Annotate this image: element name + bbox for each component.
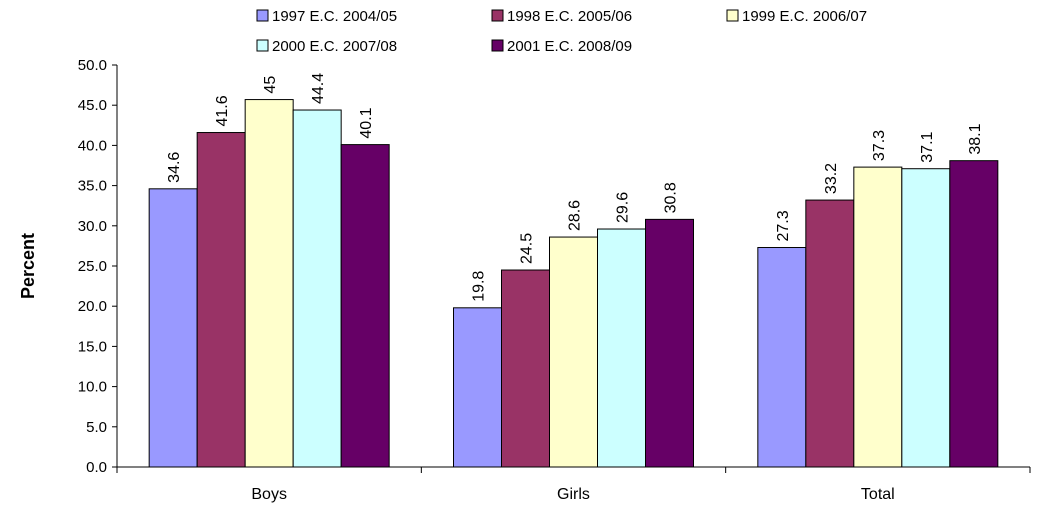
y-tick-label: 40.0 bbox=[78, 137, 107, 154]
y-tick-label: 25.0 bbox=[78, 258, 107, 275]
y-tick-label: 5.0 bbox=[86, 419, 107, 436]
bar bbox=[853, 166, 903, 468]
y-tick-label: 30.0 bbox=[78, 218, 107, 235]
y-tick-label: 50.0 bbox=[78, 57, 107, 74]
legend: 1997 E.C. 2004/05 1998 E.C. 2005/06 1999 E… bbox=[256, 8, 867, 55]
bar bbox=[453, 307, 502, 468]
legend-label: 1998 E.C. 2005/06 bbox=[507, 8, 632, 25]
bar-value-label: 34.6 bbox=[166, 152, 183, 183]
bar-value-label: 27.3 bbox=[775, 210, 792, 241]
bar bbox=[949, 160, 999, 468]
legend-label: 2001 E.C. 2008/09 bbox=[507, 38, 632, 55]
bar bbox=[757, 247, 807, 468]
bar bbox=[597, 228, 646, 468]
bar-value-label: 19.8 bbox=[471, 271, 488, 302]
legend-label: 1997 E.C. 2004/05 bbox=[272, 8, 397, 25]
bar-value-label: 44.4 bbox=[310, 73, 327, 104]
bar bbox=[901, 168, 951, 468]
legend-label: 1999 E.C. 2006/07 bbox=[742, 8, 867, 25]
bar-value-label: 38.1 bbox=[967, 123, 984, 154]
y-tick-label: 10.0 bbox=[78, 379, 107, 396]
x-tick-label: Total bbox=[861, 486, 895, 503]
y-tick-label: 35.0 bbox=[78, 178, 107, 195]
bar bbox=[805, 199, 855, 468]
x-tick-label: Boys bbox=[251, 486, 287, 503]
bar bbox=[292, 109, 342, 468]
bar bbox=[501, 269, 550, 468]
y-tick-label: 0.0 bbox=[86, 459, 107, 476]
y-axis-title: Percent bbox=[18, 233, 38, 299]
legend-swatch bbox=[256, 9, 269, 22]
y-tick-label: 20.0 bbox=[78, 298, 107, 315]
legend-label: 2000 E.C. 2007/08 bbox=[272, 38, 397, 55]
bar-value-label: 41.6 bbox=[214, 95, 231, 126]
y-tick-label: 45.0 bbox=[78, 97, 107, 114]
bar-value-label: 37.1 bbox=[919, 131, 936, 162]
bar-value-label: 40.1 bbox=[358, 107, 375, 138]
legend-swatch bbox=[491, 39, 504, 52]
bar-value-label: 24.5 bbox=[519, 233, 536, 264]
bar-value-label: 33.2 bbox=[823, 163, 840, 194]
bar bbox=[340, 144, 390, 468]
bar bbox=[244, 99, 294, 468]
bar-value-label: 37.3 bbox=[871, 130, 888, 161]
x-axis: Boys Girls Total bbox=[116, 466, 1031, 503]
bar-value-label: 45 bbox=[262, 76, 279, 94]
bar bbox=[148, 188, 198, 468]
bar bbox=[645, 218, 694, 468]
bar-value-label: 29.6 bbox=[615, 192, 632, 223]
x-tick-label: Girls bbox=[557, 486, 590, 503]
legend-swatch bbox=[491, 9, 504, 22]
bar-value-label: 28.6 bbox=[567, 200, 584, 231]
bar bbox=[549, 236, 598, 468]
bar-value-label: 30.8 bbox=[663, 182, 680, 213]
y-axis: 0.0 5.0 10.0 15.0 20.0 25.0 30.0 35.0 40.0 45.0 50… bbox=[78, 57, 118, 476]
value-labels: 34.6 41.6 45 44.4 40.1 19.8 24.5 28.6 29.6 30.8 27… bbox=[166, 73, 984, 302]
legend-swatch bbox=[726, 9, 739, 22]
legend-swatch bbox=[256, 39, 269, 52]
y-tick-label: 15.0 bbox=[78, 338, 107, 355]
bars bbox=[148, 99, 999, 468]
bar bbox=[196, 132, 246, 468]
